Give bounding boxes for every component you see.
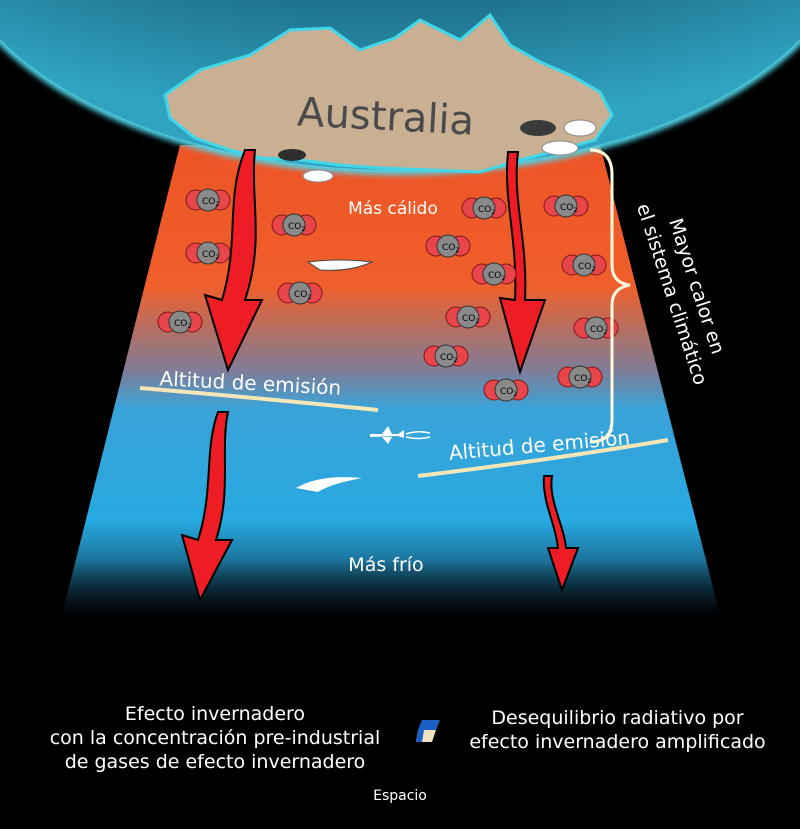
arrow-right-upper-icon xyxy=(498,151,547,376)
legend-left-line: Efecto invernadero xyxy=(124,703,306,725)
earth xyxy=(0,0,800,183)
arrow-right-lower-icon xyxy=(542,475,580,593)
co2-molecules: CO2 CO2 CO2 CO2 CO2 CO2 CO2 CO2 CO2 CO2 CO2 CO2 CO2 C… xyxy=(157,188,619,402)
legend-preindustrial: Efecto invernadero con la concentración … xyxy=(30,702,400,774)
legend-right-line: Desequilibrio radiativo por xyxy=(491,707,744,729)
co2-molecule-icon: CO2 xyxy=(483,378,529,402)
co2-label: CO2 xyxy=(202,197,219,208)
co2-label: CO2 xyxy=(202,250,219,261)
co2-label: CO2 xyxy=(462,314,479,325)
space-label: Espacio xyxy=(373,788,427,804)
cloud-icon xyxy=(296,477,362,492)
co2-molecule-icon: CO2 xyxy=(277,281,323,305)
atmosphere-column xyxy=(62,145,720,615)
co2-label: CO2 xyxy=(294,290,311,301)
heat-bracket xyxy=(589,148,631,444)
emission-line-left xyxy=(139,386,379,412)
arrow-left-lower-icon xyxy=(180,411,234,603)
airplane-icon xyxy=(370,426,431,444)
radiation-arrows xyxy=(180,149,580,603)
co2-label: CO2 xyxy=(442,243,459,254)
title-australia: Australia xyxy=(296,89,475,144)
cloud-icon xyxy=(302,119,597,183)
warmer-label: Más cálido xyxy=(348,199,438,219)
co2-label: CO2 xyxy=(174,319,191,330)
legend-right-line: efecto invernadero amplificado xyxy=(469,731,766,753)
co2-label: CO2 xyxy=(590,325,607,336)
co2-molecule-icon: CO2 xyxy=(461,196,507,220)
co2-molecule-icon: CO2 xyxy=(185,188,231,212)
legend-left-line: con la concentración pre-industrial xyxy=(49,727,381,749)
co2-label: CO2 xyxy=(500,387,517,398)
arrow-left-upper-icon xyxy=(203,149,264,373)
co2-label: CO2 xyxy=(488,271,505,282)
co2-molecule-icon: CO2 xyxy=(271,213,317,237)
co2-molecule-icon: CO2 xyxy=(185,241,231,265)
colder-label: Más frío xyxy=(348,554,423,576)
co2-label: CO2 xyxy=(574,374,591,385)
legend-amplified: Desequilibrio radiativo por efecto inver… xyxy=(455,706,780,754)
co2-label: CO2 xyxy=(478,205,495,216)
co2-label: CO2 xyxy=(288,222,305,233)
co2-molecule-icon: CO2 xyxy=(561,253,607,277)
cloud-icon xyxy=(306,259,374,271)
co2-molecule-icon: CO2 xyxy=(445,305,491,329)
co2-molecule-icon: CO2 xyxy=(557,365,603,389)
co2-molecule-icon: CO2 xyxy=(471,262,517,286)
co2-label: CO2 xyxy=(440,353,457,364)
co2-molecule-icon: CO2 xyxy=(543,194,589,218)
legend-swatch-icon xyxy=(416,720,440,742)
co2-molecule-icon: CO2 xyxy=(157,310,203,334)
legend-left-line: de gases de efecto invernadero xyxy=(64,751,366,773)
co2-label: CO2 xyxy=(578,262,595,273)
atmosphere-fade xyxy=(40,560,740,620)
emission-line-right xyxy=(417,438,669,478)
co2-label: CO2 xyxy=(560,203,577,214)
australia-landmass xyxy=(163,12,614,174)
co2-molecule-icon: CO2 xyxy=(425,234,471,258)
co2-molecule-icon: CO2 xyxy=(423,344,469,368)
